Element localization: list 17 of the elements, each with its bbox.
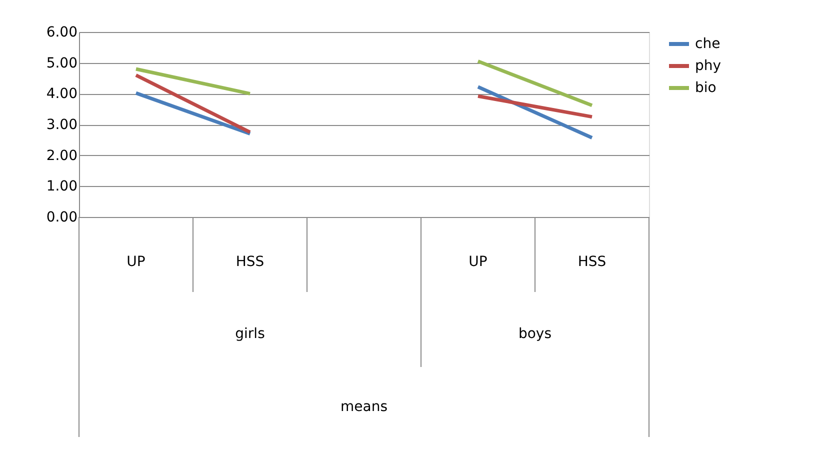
y-tick-label: 2.00	[46, 148, 78, 164]
y-tick-label: 5.00	[46, 55, 78, 72]
x-tick-label: UP	[126, 254, 146, 270]
legend-label: phy	[695, 58, 722, 74]
y-tick-label: 4.00	[46, 86, 78, 102]
x-tick-label: HSS	[578, 254, 606, 270]
text: boys	[518, 326, 552, 342]
y-tick-label: 1.00	[46, 178, 78, 195]
x-tick-label: HSS	[236, 254, 264, 270]
y-tick-label: 3.00	[46, 117, 78, 133]
y-tick-label: 0.00	[46, 210, 78, 226]
legend-label: bio	[695, 80, 716, 96]
y-tick-label: 6.00	[46, 24, 78, 40]
x-tick-label: UP	[468, 254, 488, 270]
text: means	[340, 399, 388, 415]
legend-label: che	[695, 36, 720, 52]
text: girls	[235, 326, 265, 342]
